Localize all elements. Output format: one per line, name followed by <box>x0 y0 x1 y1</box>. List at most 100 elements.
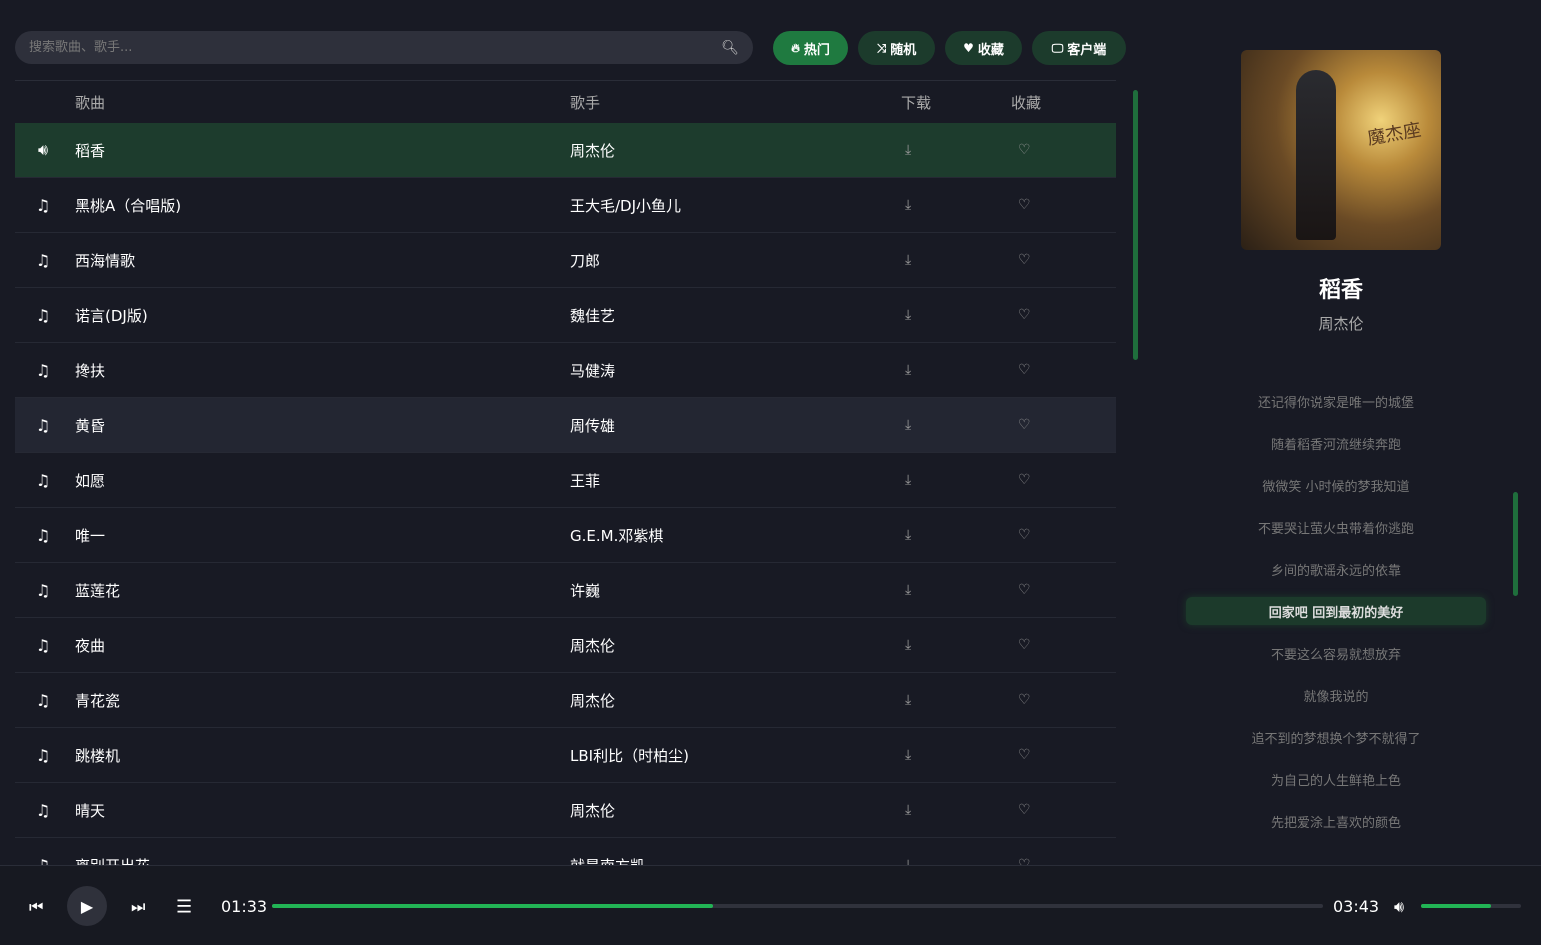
heart-icon[interactable]: ♡ <box>1018 307 1031 323</box>
lyrics-scrollbar[interactable] <box>1513 492 1518 596</box>
heart-icon[interactable]: ♡ <box>1018 637 1031 653</box>
toolbar-button-heart[interactable]: ♥︎ 收藏 <box>945 31 1022 65</box>
download-icon[interactable]: ⤓ <box>905 802 912 818</box>
song-name[interactable]: 青花瓷 <box>75 691 121 710</box>
play-icon: ▶︎ <box>80 896 94 916</box>
song-artist[interactable]: 就是南方凯 <box>570 855 645 866</box>
toolbar-button-fire[interactable]: 🔥︎ 热门 <box>773 31 848 65</box>
download-icon[interactable]: ⤓ <box>905 692 912 708</box>
heart-icon[interactable]: ♡ <box>1018 142 1031 158</box>
song-artist[interactable]: G.E.M.邓紫棋 <box>570 526 664 545</box>
heart-icon[interactable]: ♡ <box>1018 582 1031 598</box>
song-row[interactable]: ♫ 跳楼机 LBI利比（时柏尘) ⤓ ♡ <box>15 728 1116 783</box>
song-row[interactable]: ♫ 离别开出花 就是南方凯 ⤓ ♡ <box>15 838 1116 866</box>
download-icon[interactable]: ⤓ <box>905 582 912 598</box>
song-name[interactable]: 夜曲 <box>75 636 106 655</box>
song-row[interactable]: ♫ 西海情歌 刀郎 ⤓ ♡ <box>15 233 1116 288</box>
song-artist[interactable]: 王大毛/DJ小鱼儿 <box>570 196 682 215</box>
song-row[interactable]: ♫ 诺言(DJ版) 魏佳艺 ⤓ ♡ <box>15 288 1116 343</box>
song-row[interactable]: ♫ 如愿 王菲 ⤓ ♡ <box>15 453 1116 508</box>
song-artist[interactable]: 周杰伦 <box>570 801 616 820</box>
song-artist[interactable]: 周杰伦 <box>570 636 616 655</box>
song-artist[interactable]: 刀郎 <box>570 251 601 270</box>
song-name[interactable]: 如愿 <box>75 471 106 490</box>
song-name[interactable]: 蓝莲花 <box>75 581 121 600</box>
song-name[interactable]: 西海情歌 <box>75 251 136 270</box>
song-name[interactable]: 跳楼机 <box>75 746 121 765</box>
column-download: 下载 <box>901 93 932 112</box>
toolbar-button-monitor[interactable]: 🖵︎ 客户端 <box>1032 31 1126 65</box>
song-row[interactable]: ♫ 黑桃A（合唱版) 王大毛/DJ小鱼儿 ⤓ ♡ <box>15 178 1116 233</box>
song-name[interactable]: 晴天 <box>75 801 106 820</box>
song-row[interactable]: ♫ 搀扶 马健涛 ⤓ ♡ <box>15 343 1116 398</box>
song-artist[interactable]: 马健涛 <box>570 361 616 380</box>
search-icon[interactable]: 🔍︎ <box>721 39 739 56</box>
download-icon[interactable]: ⤓ <box>905 197 912 213</box>
progress-slider[interactable] <box>272 904 1323 908</box>
next-icon[interactable]: ⏭︎ <box>131 897 146 916</box>
download-icon[interactable]: ⤓ <box>905 252 912 268</box>
heart-icon[interactable]: ♡ <box>1018 197 1031 213</box>
song-row[interactable]: ♫ 唯一 G.E.M.邓紫棋 ⤓ ♡ <box>15 508 1116 563</box>
heart-icon[interactable]: ♡ <box>1018 362 1031 378</box>
download-icon[interactable]: ⤓ <box>905 637 912 653</box>
music-note-icon: ♫ <box>35 360 51 380</box>
download-icon[interactable]: ⤓ <box>905 142 912 158</box>
song-artist[interactable]: 周传雄 <box>570 416 616 435</box>
song-row[interactable]: ♫ 青花瓷 周杰伦 ⤓ ♡ <box>15 673 1116 728</box>
song-artist[interactable]: 许巍 <box>570 581 601 600</box>
song-artist[interactable]: LBI利比（时柏尘) <box>570 746 689 765</box>
song-artist[interactable]: 王菲 <box>570 471 601 490</box>
heart-icon: ♥︎ <box>963 41 974 55</box>
heart-icon[interactable]: ♡ <box>1018 857 1031 865</box>
song-artist[interactable]: 周杰伦 <box>570 141 616 160</box>
playlist-icon[interactable]: ☰ <box>176 896 193 918</box>
song-name[interactable]: 稻香 <box>75 141 106 160</box>
song-artist[interactable]: 周杰伦 <box>570 691 616 710</box>
music-note-icon: ♫ <box>35 250 51 270</box>
song-name[interactable]: 唯一 <box>75 526 106 545</box>
song-name[interactable]: 离别开出花 <box>75 855 150 866</box>
toolbar-button-shuffle[interactable]: ⤨︎ 随机 <box>858 31 935 65</box>
download-icon[interactable]: ⤓ <box>905 857 912 865</box>
search-input[interactable] <box>29 40 722 55</box>
song-row[interactable]: ♫ 黄昏 周传雄 ⤓ ♡ <box>15 398 1116 453</box>
heart-icon[interactable]: ♡ <box>1018 527 1031 543</box>
music-note-icon: ♫ <box>35 635 51 655</box>
heart-icon[interactable]: ♡ <box>1018 692 1031 708</box>
lyrics-panel: 还记得你说家是唯一的城堡 随着稻香河流继续奔跑 微微笑 小时候的梦我知道 不要哭让萤火… <box>1186 380 1486 842</box>
song-artist[interactable]: 魏佳艺 <box>570 306 616 325</box>
song-name[interactable]: 诺言(DJ版) <box>75 306 148 325</box>
heart-icon[interactable]: ♡ <box>1018 802 1031 818</box>
lyric-line: 先把爱涂上喜欢的颜色 <box>1270 815 1401 831</box>
download-icon[interactable]: ⤓ <box>905 417 912 433</box>
song-name[interactable]: 黑桃A（合唱版) <box>75 196 182 215</box>
search-bar[interactable]: 🔍︎ <box>15 31 753 64</box>
song-name[interactable]: 搀扶 <box>75 361 106 380</box>
song-row[interactable]: ♫ 蓝莲花 许巍 ⤓ ♡ <box>15 563 1116 618</box>
heart-icon[interactable]: ♡ <box>1018 417 1031 433</box>
fire-icon: 🔥︎ <box>791 40 800 55</box>
lyric-line: 随着稻香河流继续奔跑 <box>1270 437 1401 453</box>
download-icon[interactable]: ⤓ <box>905 472 912 488</box>
heart-icon[interactable]: ♡ <box>1018 252 1031 268</box>
list-scrollbar[interactable] <box>1133 90 1138 360</box>
music-note-icon: ♫ <box>35 690 51 710</box>
download-icon[interactable]: ⤓ <box>905 307 912 323</box>
volume-icon[interactable]: 🔊︎ <box>1394 897 1405 916</box>
download-icon[interactable]: ⤓ <box>905 527 912 543</box>
song-row[interactable]: ♫ 夜曲 周杰伦 ⤓ ♡ <box>15 618 1116 673</box>
heart-icon[interactable]: ♡ <box>1018 747 1031 763</box>
previous-icon[interactable]: ⏮︎ <box>29 897 44 916</box>
play-button[interactable]: ▶︎ <box>67 886 107 926</box>
download-icon[interactable]: ⤓ <box>905 362 912 378</box>
column-favorite: 收藏 <box>1011 93 1042 112</box>
player-bar: ⏮︎ ▶︎ ⏭︎ ☰ 01:33 03:43 🔊︎ <box>0 865 1541 945</box>
song-name[interactable]: 黄昏 <box>75 416 106 435</box>
music-note-icon: ♫ <box>35 745 51 765</box>
volume-slider[interactable] <box>1421 904 1521 908</box>
download-icon[interactable]: ⤓ <box>905 747 912 763</box>
song-row[interactable]: 🔊︎ 稻香 周杰伦 ⤓ ♡ <box>15 123 1116 178</box>
heart-icon[interactable]: ♡ <box>1018 472 1031 488</box>
song-row[interactable]: ♫ 晴天 周杰伦 ⤓ ♡ <box>15 783 1116 838</box>
